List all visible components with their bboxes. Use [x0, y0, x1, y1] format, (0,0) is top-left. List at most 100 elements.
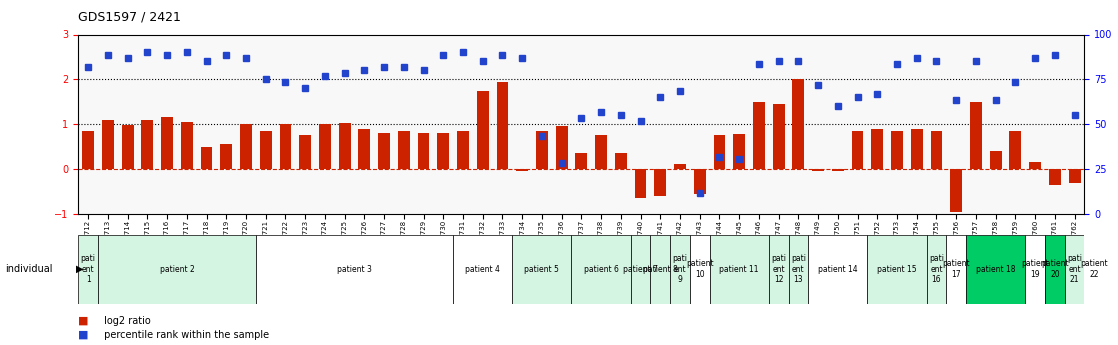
- Bar: [378, 133, 390, 169]
- Bar: [418, 133, 429, 169]
- Text: patient 8: patient 8: [643, 265, 678, 274]
- Bar: [635, 169, 646, 198]
- Bar: [496, 82, 509, 169]
- Bar: [359, 129, 370, 169]
- FancyBboxPatch shape: [512, 235, 571, 304]
- Bar: [280, 124, 292, 169]
- Bar: [457, 131, 468, 169]
- Bar: [1049, 169, 1061, 185]
- Bar: [812, 169, 824, 171]
- Bar: [793, 79, 804, 169]
- Text: patient 11: patient 11: [720, 265, 759, 274]
- FancyBboxPatch shape: [1084, 235, 1105, 304]
- Bar: [220, 144, 233, 169]
- Bar: [891, 131, 903, 169]
- Bar: [517, 169, 528, 171]
- FancyBboxPatch shape: [966, 235, 1025, 304]
- Bar: [713, 136, 726, 169]
- Bar: [871, 129, 883, 169]
- Text: pati
ent
9: pati ent 9: [673, 254, 688, 284]
- Text: pati
ent
13: pati ent 13: [790, 254, 806, 284]
- Bar: [911, 129, 922, 169]
- Bar: [141, 120, 153, 169]
- Bar: [122, 125, 133, 169]
- Bar: [694, 169, 705, 194]
- FancyBboxPatch shape: [651, 235, 670, 304]
- Bar: [733, 134, 745, 169]
- Bar: [556, 126, 568, 169]
- Bar: [852, 131, 863, 169]
- FancyBboxPatch shape: [690, 235, 710, 304]
- Text: patient
20: patient 20: [1041, 259, 1069, 279]
- Text: percentile rank within the sample: percentile rank within the sample: [101, 330, 268, 339]
- Bar: [615, 153, 627, 169]
- Bar: [200, 147, 212, 169]
- Text: patient
19: patient 19: [1022, 259, 1049, 279]
- Bar: [536, 131, 548, 169]
- Text: patient
17: patient 17: [942, 259, 970, 279]
- Bar: [300, 136, 311, 169]
- Text: ■: ■: [78, 330, 88, 339]
- FancyBboxPatch shape: [868, 235, 927, 304]
- Text: patient 6: patient 6: [584, 265, 618, 274]
- Bar: [576, 153, 587, 169]
- Text: patient 14: patient 14: [818, 265, 858, 274]
- Text: patient 15: patient 15: [878, 265, 917, 274]
- Text: patient
10: patient 10: [686, 259, 713, 279]
- Text: GDS1597 / 2421: GDS1597 / 2421: [78, 10, 181, 23]
- Text: pati
ent
1: pati ent 1: [80, 254, 96, 284]
- Bar: [437, 133, 449, 169]
- Bar: [674, 164, 686, 169]
- FancyBboxPatch shape: [453, 235, 512, 304]
- Text: patient 7: patient 7: [623, 265, 659, 274]
- Bar: [970, 102, 982, 169]
- Bar: [319, 124, 331, 169]
- FancyBboxPatch shape: [1064, 235, 1084, 304]
- Text: patient 2: patient 2: [160, 265, 195, 274]
- Text: individual: individual: [6, 264, 53, 274]
- Bar: [259, 131, 272, 169]
- FancyBboxPatch shape: [78, 235, 98, 304]
- Text: pati
ent
16: pati ent 16: [929, 254, 944, 284]
- Bar: [240, 124, 252, 169]
- FancyBboxPatch shape: [808, 235, 868, 304]
- FancyBboxPatch shape: [1045, 235, 1064, 304]
- Text: patient 18: patient 18: [976, 265, 1015, 274]
- Bar: [1030, 162, 1041, 169]
- Bar: [339, 123, 351, 169]
- Bar: [1010, 131, 1022, 169]
- FancyBboxPatch shape: [769, 235, 788, 304]
- FancyBboxPatch shape: [256, 235, 453, 304]
- Text: patient 4: patient 4: [465, 265, 500, 274]
- FancyBboxPatch shape: [710, 235, 769, 304]
- Text: ■: ■: [78, 316, 88, 326]
- Text: pati
ent
21: pati ent 21: [1067, 254, 1082, 284]
- Bar: [773, 104, 785, 169]
- Text: patient
22: patient 22: [1080, 259, 1108, 279]
- Bar: [654, 169, 666, 196]
- Bar: [476, 90, 489, 169]
- Bar: [950, 169, 963, 212]
- FancyBboxPatch shape: [927, 235, 946, 304]
- FancyBboxPatch shape: [1025, 235, 1045, 304]
- Bar: [1069, 169, 1080, 183]
- Bar: [161, 117, 173, 169]
- Text: log2 ratio: log2 ratio: [101, 316, 150, 326]
- FancyBboxPatch shape: [946, 235, 966, 304]
- Bar: [989, 151, 1002, 169]
- Bar: [398, 131, 409, 169]
- Bar: [754, 102, 765, 169]
- FancyBboxPatch shape: [571, 235, 631, 304]
- FancyBboxPatch shape: [670, 235, 690, 304]
- Bar: [595, 136, 607, 169]
- Bar: [832, 169, 844, 171]
- Bar: [83, 131, 94, 169]
- Text: patient 5: patient 5: [524, 265, 559, 274]
- Text: ▶: ▶: [76, 264, 84, 274]
- FancyBboxPatch shape: [98, 235, 256, 304]
- Text: pati
ent
12: pati ent 12: [771, 254, 786, 284]
- FancyBboxPatch shape: [788, 235, 808, 304]
- FancyBboxPatch shape: [631, 235, 651, 304]
- Bar: [930, 131, 942, 169]
- Bar: [181, 122, 192, 169]
